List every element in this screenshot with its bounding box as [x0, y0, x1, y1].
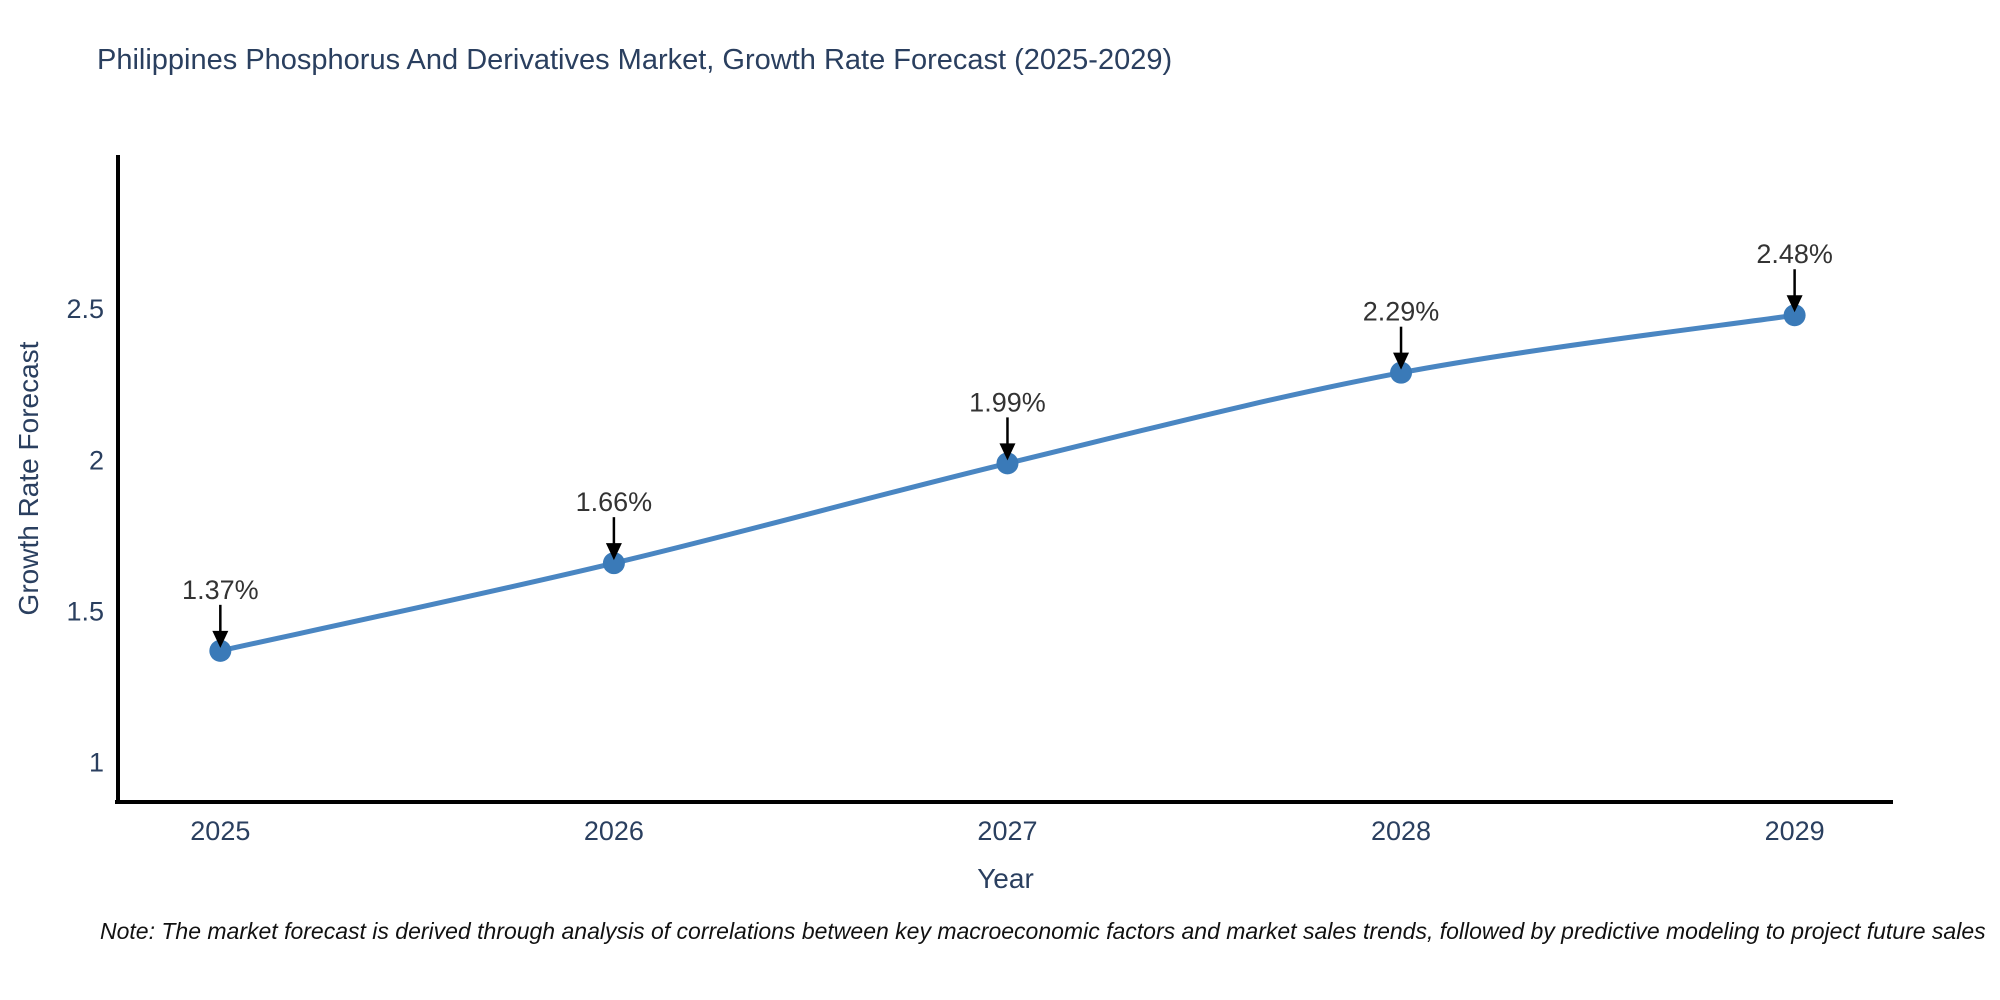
- annotation-arrow-head: [999, 443, 1016, 461]
- annotation-arrow-head: [212, 630, 229, 648]
- y-tick-label: 2.5: [66, 294, 104, 324]
- y-tick-label: 1.5: [66, 597, 104, 627]
- y-tick-label: 2: [89, 445, 104, 475]
- data-point-marker: [209, 639, 232, 662]
- data-point-marker: [602, 552, 625, 575]
- x-tick-label: 2027: [977, 816, 1037, 846]
- y-tick-label: 1: [89, 748, 104, 778]
- point-value-label: 2.29%: [1363, 297, 1440, 327]
- x-tick-label: 2026: [584, 816, 644, 846]
- data-point-marker: [1783, 304, 1806, 327]
- x-tick-label: 2028: [1371, 816, 1431, 846]
- x-tick-label: 2029: [1765, 816, 1825, 846]
- annotation-arrow-head: [605, 543, 622, 561]
- y-axis-title: Growth Rate Forecast: [13, 341, 44, 615]
- footnote: Note: The market forecast is derived thr…: [100, 918, 1986, 944]
- data-point-marker: [1390, 361, 1413, 384]
- data-point-marker: [996, 452, 1019, 475]
- x-tick-label: 2025: [190, 816, 250, 846]
- point-value-label: 2.48%: [1756, 239, 1833, 269]
- point-value-label: 1.99%: [969, 387, 1046, 417]
- annotation-arrow-head: [1786, 295, 1803, 313]
- forecast-line: [217, 312, 1798, 654]
- point-value-label: 1.37%: [182, 575, 259, 605]
- x-axis-title: Year: [977, 863, 1034, 894]
- annotation-arrow-head: [1393, 352, 1410, 370]
- point-value-label: 1.66%: [576, 487, 653, 517]
- chart-title: Philippines Phosphorus And Derivatives M…: [97, 44, 1173, 76]
